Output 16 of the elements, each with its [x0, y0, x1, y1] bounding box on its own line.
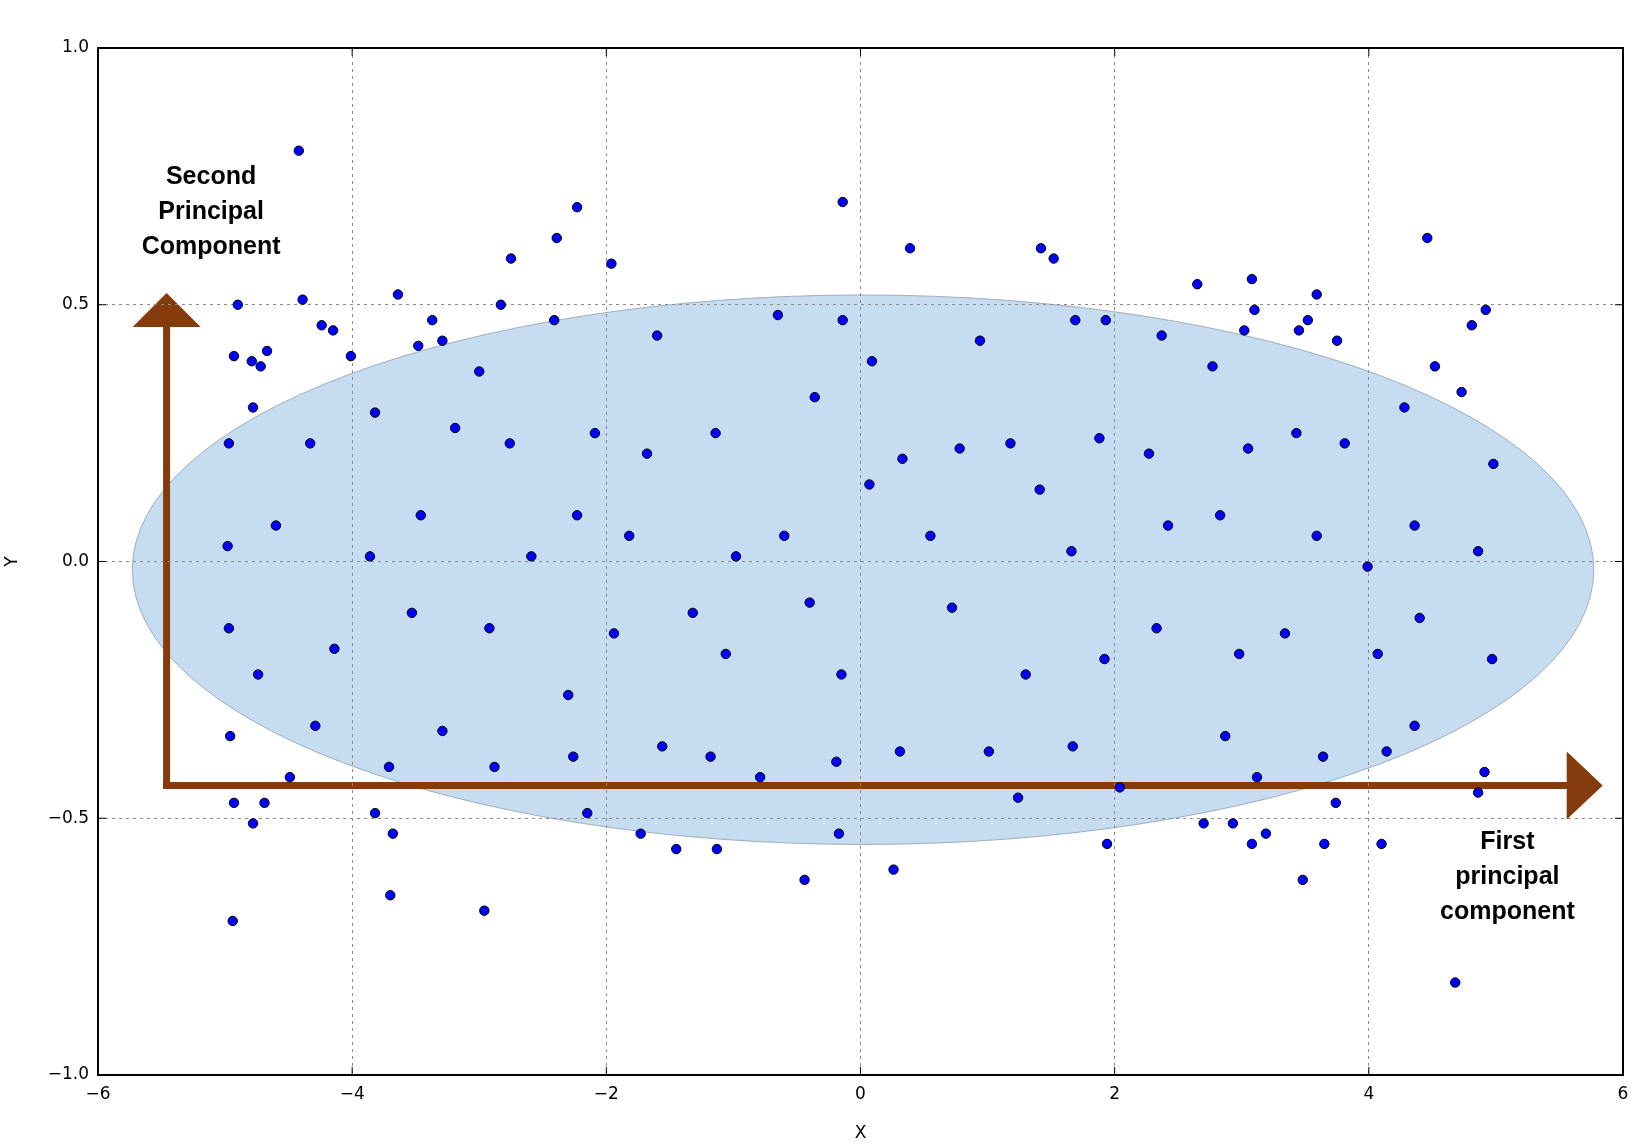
x-axis-title: X: [854, 1122, 867, 1143]
x-tick-label: −2: [593, 1082, 619, 1103]
y-tick-label: 0.0: [61, 549, 89, 570]
annotation: First principal component: [1439, 824, 1576, 926]
x-tick-label: −6: [85, 1082, 111, 1103]
x-tick-label: 2: [1109, 1082, 1121, 1103]
y-tick-label: 1.0: [61, 36, 89, 57]
y-tick-label: −1.0: [47, 1063, 89, 1084]
y-axis-title: Y: [0, 555, 21, 568]
y-tick-label: 0.5: [61, 293, 89, 314]
x-tick-label: 0: [855, 1082, 866, 1103]
x-tick-label: −4: [339, 1082, 365, 1103]
x-tick-label: 6: [1617, 1082, 1629, 1103]
annotation: Second Principal Component: [140, 160, 282, 262]
x-tick-label: 4: [1363, 1082, 1375, 1103]
y-tick-label: −0.5: [47, 806, 89, 827]
